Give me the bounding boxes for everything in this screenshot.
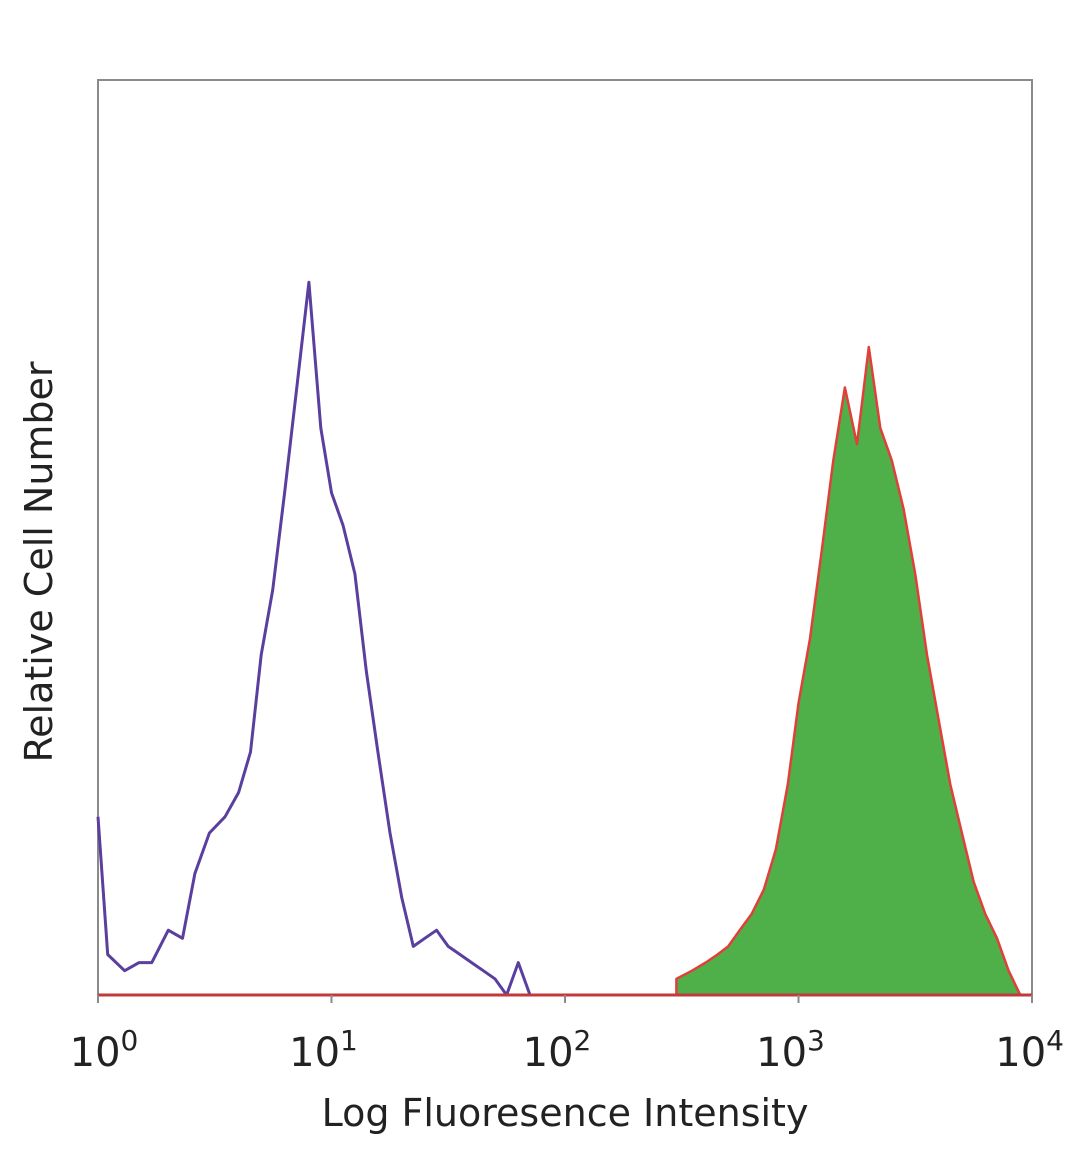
series-1-area [675, 345, 1022, 997]
x-tick-label-4: 104 [995, 1024, 1064, 1076]
x-axis-title: Log Fluoresence Intensity [322, 1091, 809, 1135]
y-axis-title: Relative Cell Number [17, 361, 61, 762]
series-0-line [96, 280, 532, 997]
series-1 [675, 345, 1022, 997]
x-tick-label-3: 103 [756, 1024, 825, 1076]
x-tick-labels: 100 101 102 103 104 [70, 995, 1064, 1076]
x-tick-label-2: 102 [523, 1024, 592, 1076]
x-tick-label-0: 100 [70, 1024, 139, 1076]
series-layer [96, 280, 1022, 997]
x-tick-label-1: 101 [289, 1024, 358, 1076]
series-0 [96, 280, 532, 997]
